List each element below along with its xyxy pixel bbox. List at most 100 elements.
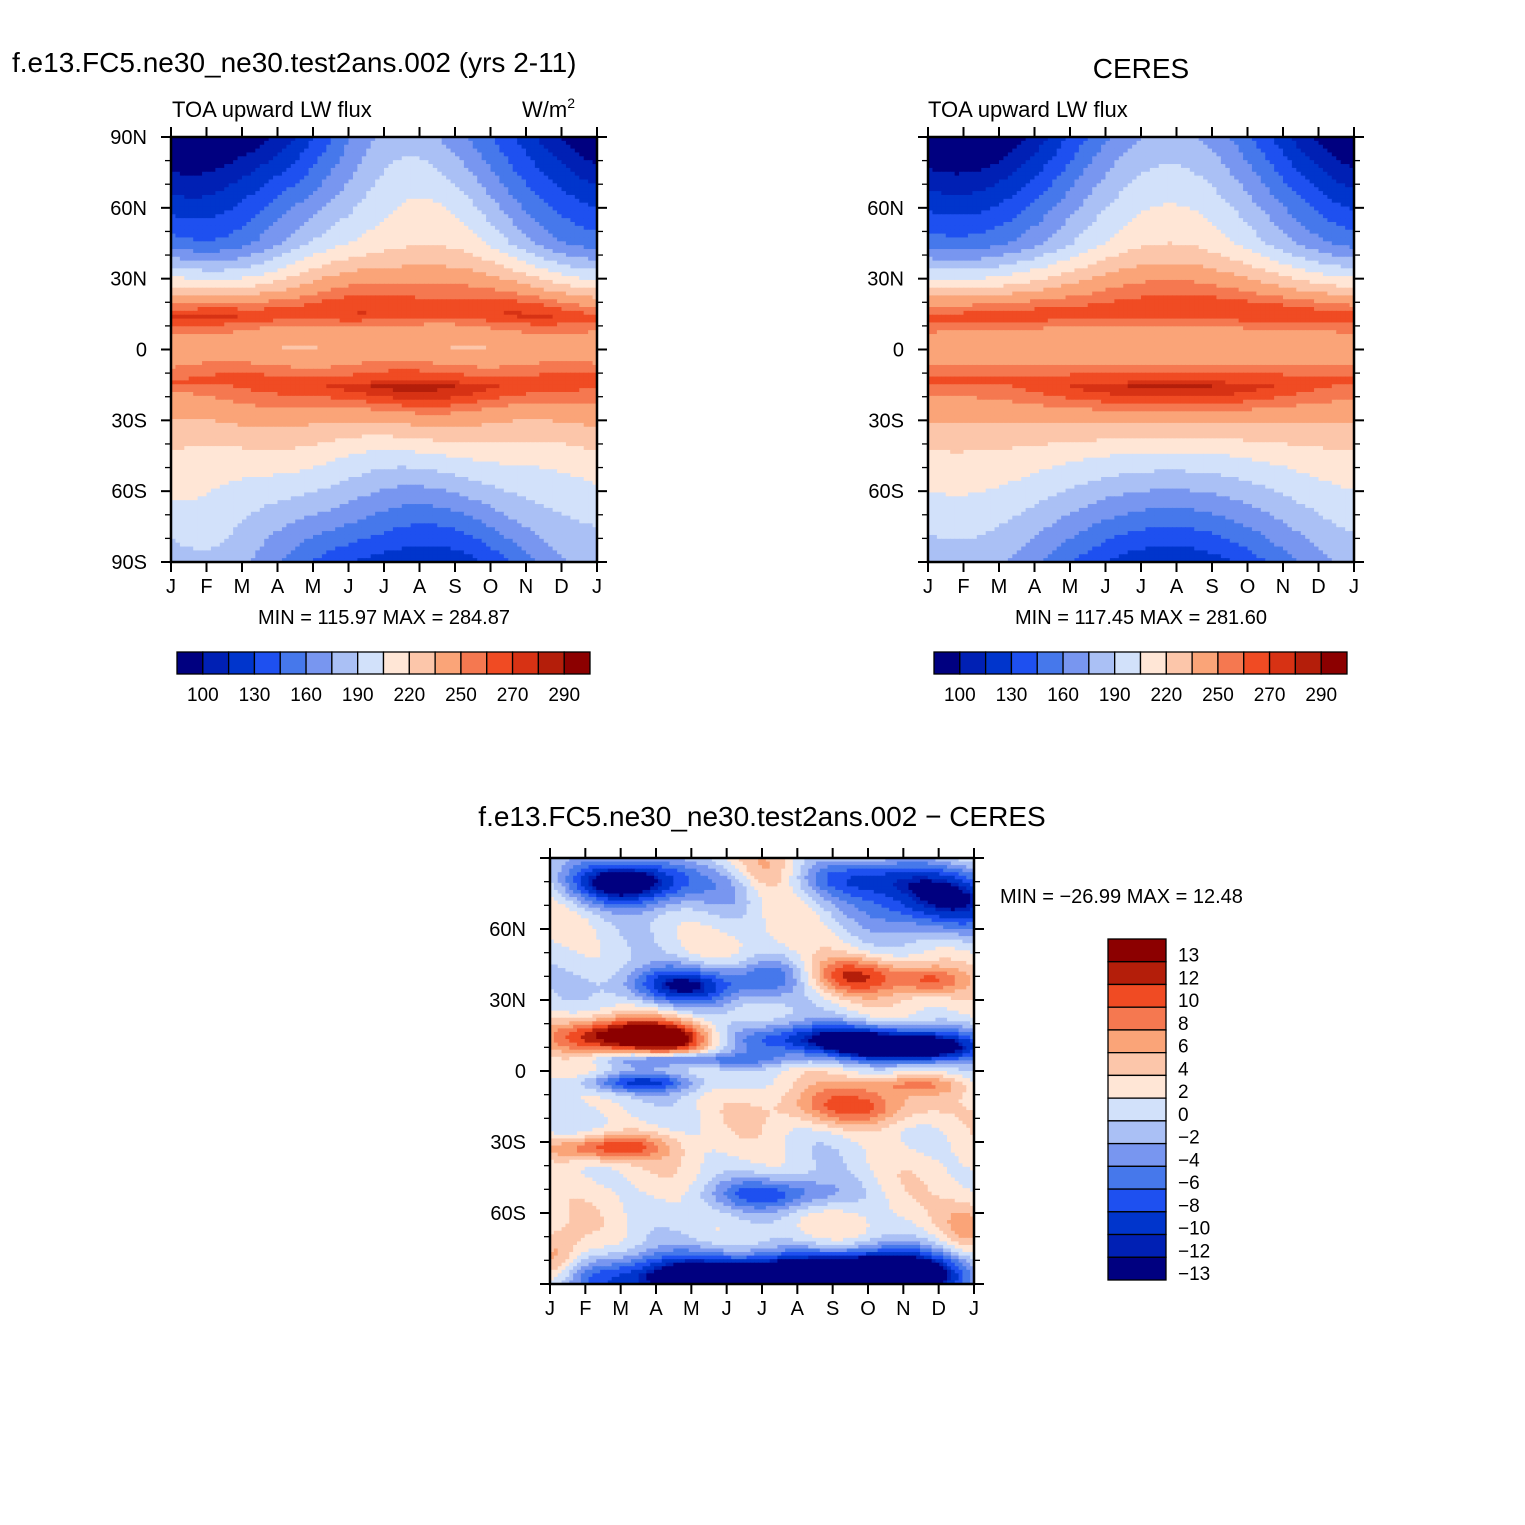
- contour-cell: [406, 222, 412, 227]
- contour-cell: [561, 276, 567, 281]
- contour-cell: [481, 291, 487, 297]
- contour-cell: [592, 175, 598, 181]
- contour-cell: [215, 330, 221, 335]
- contour-cell: [273, 260, 279, 266]
- contour-cell: [259, 264, 265, 269]
- contour-cell: [339, 144, 345, 150]
- contour-cell: [255, 167, 261, 173]
- contour-cell: [237, 295, 243, 300]
- contour-cell: [574, 225, 580, 231]
- contour-cell: [432, 194, 438, 200]
- contour-cell: [574, 264, 580, 269]
- contour-cell: [468, 191, 474, 196]
- contour-cell: [557, 322, 563, 327]
- contour-cell: [557, 295, 563, 300]
- contour-cell: [242, 222, 248, 227]
- contour-cell: [486, 307, 492, 312]
- contour-cell: [592, 322, 598, 327]
- contour-cell: [366, 202, 372, 208]
- contour-cell: [171, 214, 177, 219]
- contour-cell: [428, 314, 434, 320]
- contour-cell: [375, 334, 381, 339]
- contour-cell: [175, 264, 181, 269]
- contour-cell: [579, 245, 585, 250]
- contour-cell: [326, 137, 332, 142]
- contour-cell: [481, 326, 487, 331]
- contour-cell: [335, 179, 341, 184]
- contour-cell: [290, 198, 296, 204]
- contour-cell: [304, 260, 310, 266]
- contour-cell: [304, 314, 310, 320]
- contour-cell: [494, 175, 500, 181]
- contour-cell: [468, 233, 474, 239]
- contour-cell: [233, 283, 239, 289]
- contour-cell: [237, 318, 243, 324]
- contour-cell: [202, 206, 208, 212]
- contour-cell: [348, 245, 354, 250]
- contour-cell: [304, 303, 310, 308]
- contour-cell: [242, 268, 248, 273]
- contour-cell: [557, 148, 563, 154]
- contour-cell: [361, 210, 367, 215]
- contour-cell: [565, 307, 571, 312]
- contour-cell: [219, 326, 225, 331]
- contour-cell: [397, 222, 403, 227]
- contour-cell: [184, 272, 190, 277]
- contour-cell: [410, 148, 416, 154]
- contour-cell: [508, 191, 514, 196]
- contour-cell: [508, 171, 514, 177]
- contour-cell: [375, 179, 381, 184]
- contour-cell: [277, 198, 283, 204]
- contour-cell: [574, 252, 580, 258]
- contour-cell: [366, 210, 372, 215]
- contour-cell: [392, 140, 398, 146]
- contour-cell: [530, 179, 536, 184]
- contour-cell: [370, 237, 376, 242]
- contour-cell: [490, 144, 496, 150]
- contour-cell: [388, 283, 394, 289]
- contour-cell: [419, 279, 425, 285]
- contour-cell: [415, 272, 421, 277]
- contour-cell: [313, 268, 319, 273]
- contour-cell: [401, 148, 407, 154]
- contour-cell: [317, 318, 323, 324]
- contour-cell: [503, 307, 509, 312]
- contour-cell: [352, 202, 358, 208]
- contour-cell: [463, 179, 469, 184]
- contour-cell: [193, 318, 199, 324]
- contour-cell: [539, 187, 545, 192]
- contour-cell: [361, 214, 367, 219]
- contour-cell: [237, 202, 243, 208]
- contour-cell: [330, 241, 336, 246]
- contour-cell: [490, 299, 496, 304]
- contour-cell: [384, 276, 390, 281]
- contour-cell: [557, 264, 563, 269]
- contour-cell: [472, 291, 478, 297]
- contour-cell: [548, 202, 554, 208]
- contour-cell: [233, 291, 239, 297]
- contour-cell: [561, 152, 567, 157]
- contour-cell: [463, 148, 469, 154]
- contour-cell: [494, 334, 500, 339]
- contour-cell: [281, 291, 287, 297]
- contour-cell: [397, 210, 403, 215]
- contour-cell: [468, 260, 474, 266]
- contour-cell: [543, 225, 549, 231]
- contour-cell: [224, 187, 230, 192]
- contour-cell: [441, 187, 447, 192]
- contour-cell: [415, 156, 421, 161]
- contour-cell: [308, 175, 314, 181]
- contour-cell: [175, 310, 181, 316]
- contour-cell: [268, 218, 274, 223]
- contour-cell: [517, 202, 523, 208]
- contour-cell: [410, 330, 416, 335]
- contour-cell: [450, 279, 456, 285]
- contour-cell: [179, 330, 185, 335]
- contour-cell: [308, 334, 314, 339]
- contour-cell: [570, 164, 576, 169]
- contour-cell: [570, 237, 576, 242]
- contour-cell: [268, 137, 274, 142]
- contour-cell: [361, 318, 367, 324]
- contour-cell: [255, 171, 261, 177]
- contour-cell: [228, 206, 234, 212]
